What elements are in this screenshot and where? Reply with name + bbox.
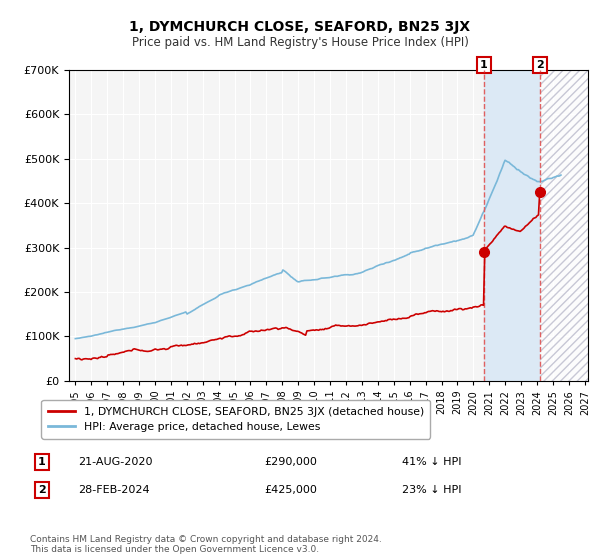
Text: 2: 2 [536, 60, 544, 70]
Text: 23% ↓ HPI: 23% ↓ HPI [402, 485, 461, 495]
Text: Contains HM Land Registry data © Crown copyright and database right 2024.
This d: Contains HM Land Registry data © Crown c… [30, 535, 382, 554]
Text: 1: 1 [38, 457, 46, 467]
Text: 1: 1 [480, 60, 488, 70]
Bar [484, 70, 540, 381]
Text: £425,000: £425,000 [264, 485, 317, 495]
Text: 28-FEB-2024: 28-FEB-2024 [78, 485, 149, 495]
Text: 41% ↓ HPI: 41% ↓ HPI [402, 457, 461, 467]
Text: 21-AUG-2020: 21-AUG-2020 [78, 457, 152, 467]
Text: Price paid vs. HM Land Registry's House Price Index (HPI): Price paid vs. HM Land Registry's House … [131, 36, 469, 49]
Text: £290,000: £290,000 [264, 457, 317, 467]
Legend: 1, DYMCHURCH CLOSE, SEAFORD, BN25 3JX (detached house), HPI: Average price, deta: 1, DYMCHURCH CLOSE, SEAFORD, BN25 3JX (d… [41, 400, 430, 438]
Text: 2: 2 [38, 485, 46, 495]
Text: 1, DYMCHURCH CLOSE, SEAFORD, BN25 3JX: 1, DYMCHURCH CLOSE, SEAFORD, BN25 3JX [130, 20, 470, 34]
Bar [540, 70, 588, 381]
